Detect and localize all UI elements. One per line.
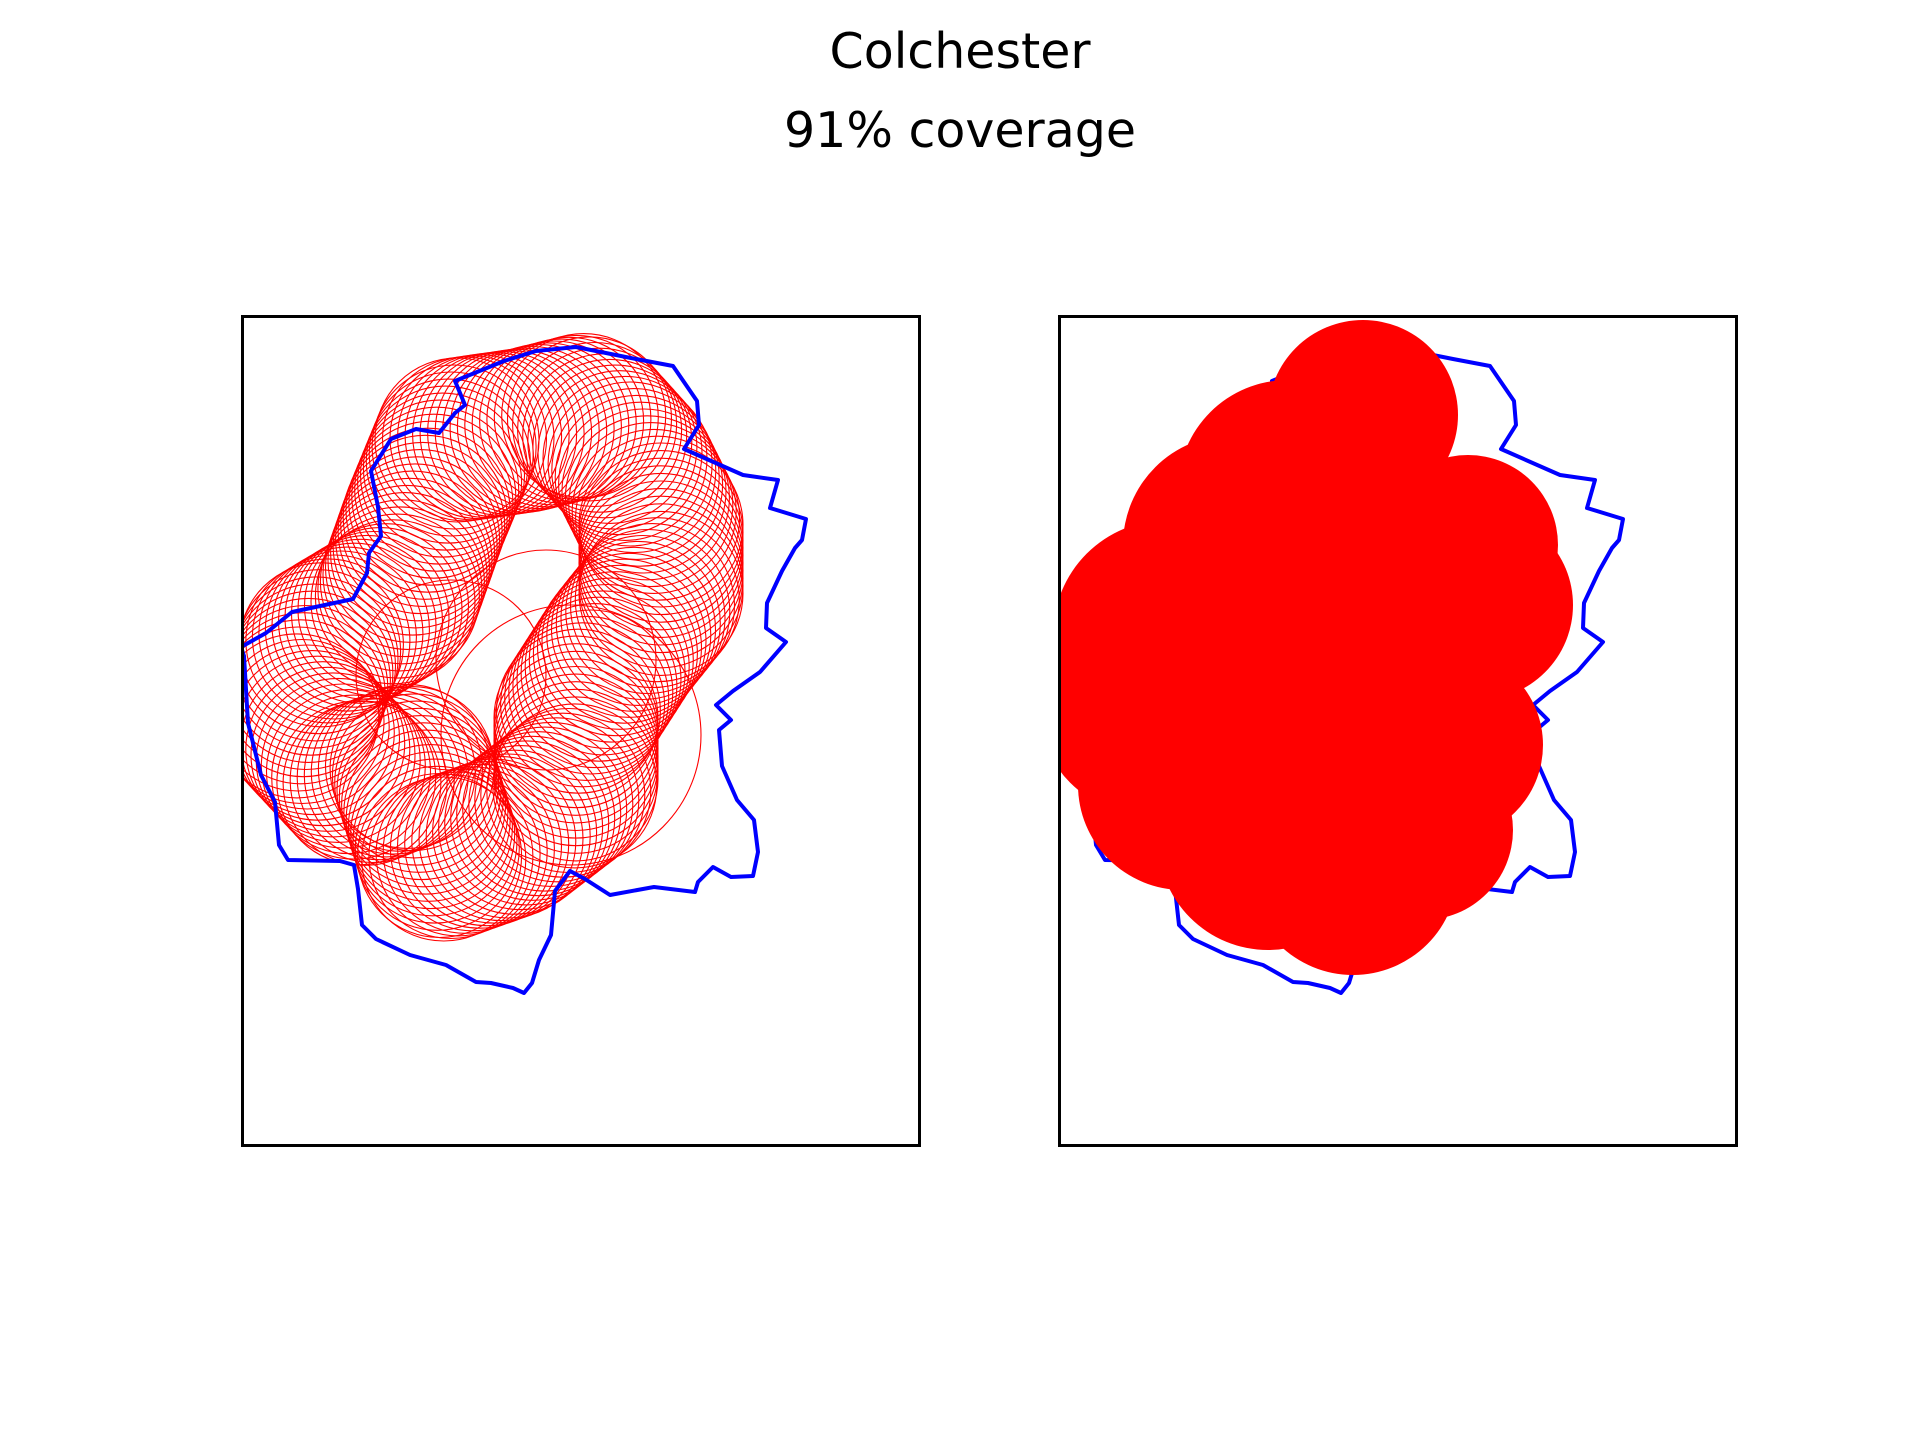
coverage-circle [440, 604, 702, 866]
coverage-circle [241, 576, 399, 742]
coverage-circle [462, 726, 628, 892]
figure-title: Colchester [829, 23, 1091, 80]
coverage-circle [271, 542, 437, 708]
coverage-circle [368, 371, 534, 537]
axes-frame [1058, 315, 1738, 1147]
coverage-circle [354, 765, 520, 931]
coverage-circle [338, 715, 504, 881]
coverage-circle [241, 583, 397, 749]
coverage-circle [348, 420, 514, 586]
coverage-circle [265, 689, 432, 855]
coverage-circle [345, 427, 511, 593]
coverage-circle [241, 569, 402, 735]
coverage-circle [347, 744, 513, 910]
coverage-circle [317, 686, 483, 852]
coverage-circle [371, 364, 537, 530]
coverage-circle [276, 700, 442, 866]
coverage-circle [456, 731, 622, 897]
coverage-circle [241, 597, 391, 763]
coverage-disc [1138, 535, 1378, 775]
coverage-circle [574, 517, 740, 683]
coverage-circle [532, 571, 698, 737]
coverage-circle [551, 388, 717, 554]
coverage-circle [355, 579, 547, 771]
coverage-circles [241, 333, 744, 942]
district-boundary [241, 345, 808, 995]
coverage-circle [332, 463, 498, 629]
coverage-circle [432, 749, 598, 915]
coverage-circle [474, 717, 640, 883]
coverage-circle [554, 394, 720, 560]
coverage-circle [336, 707, 502, 873]
map-panel-filled-coverage [1058, 315, 1738, 1147]
coverage-subtitle: 91% coverage [784, 102, 1136, 159]
coverage-circle [438, 745, 604, 911]
coverage-circle [354, 406, 520, 572]
coverage-circle [558, 401, 724, 567]
coverage-circle [365, 378, 531, 544]
coverage-circle [335, 456, 501, 622]
coverage-circle [541, 558, 707, 724]
coverage-circle [564, 415, 730, 581]
axes-frame [241, 315, 921, 1147]
map-panel-circle-outlines [241, 315, 921, 1147]
coverage-circle [331, 693, 497, 859]
coverage-circle [493, 681, 659, 847]
coverage-circle [571, 428, 737, 594]
coverage-circle [568, 422, 734, 588]
coverage-circle [251, 554, 417, 720]
coverage-circle [560, 534, 726, 701]
coverage-circle [512, 603, 678, 769]
coverage-circle [303, 523, 470, 689]
coverage-circle [425, 753, 591, 919]
coverage-circle [264, 546, 430, 712]
coverage-circle [362, 385, 528, 551]
coverage-circle [524, 583, 690, 750]
coverage-circle [357, 399, 523, 565]
coverage-circle [241, 638, 385, 805]
coverage-circle [334, 700, 500, 866]
coverage-circle [241, 655, 401, 821]
coverage-area [1058, 320, 1573, 975]
coverage-circle [359, 392, 526, 558]
coverage-circle [241, 650, 395, 816]
coverage-circle [504, 615, 670, 781]
coverage-circle [250, 672, 416, 838]
coverage-circle [241, 590, 394, 756]
coverage-circle [343, 729, 509, 895]
coverage-circle [241, 661, 406, 827]
coverage-circle [471, 340, 637, 506]
coverage-circle [578, 510, 744, 676]
coverage-circle [327, 477, 493, 643]
coverage-circle [435, 549, 657, 771]
coverage-circle [516, 596, 682, 762]
coverage-circle [330, 470, 496, 636]
coverage-circle [536, 564, 703, 730]
coverage-circle [241, 626, 381, 792]
coverage-circle [241, 644, 390, 810]
coverage-circle [508, 609, 674, 775]
coverage-circle [547, 381, 713, 547]
coverage-circle [555, 540, 721, 706]
coverage-circle [342, 434, 508, 600]
coverage-circle [345, 736, 511, 902]
coverage-circle [341, 722, 507, 888]
coverage-circle [351, 413, 517, 579]
coverage-circle [271, 694, 437, 860]
coverage-circle [289, 697, 455, 864]
coverage-circle [245, 666, 411, 832]
coverage-circle [480, 712, 646, 878]
coverage-circle [528, 577, 694, 743]
